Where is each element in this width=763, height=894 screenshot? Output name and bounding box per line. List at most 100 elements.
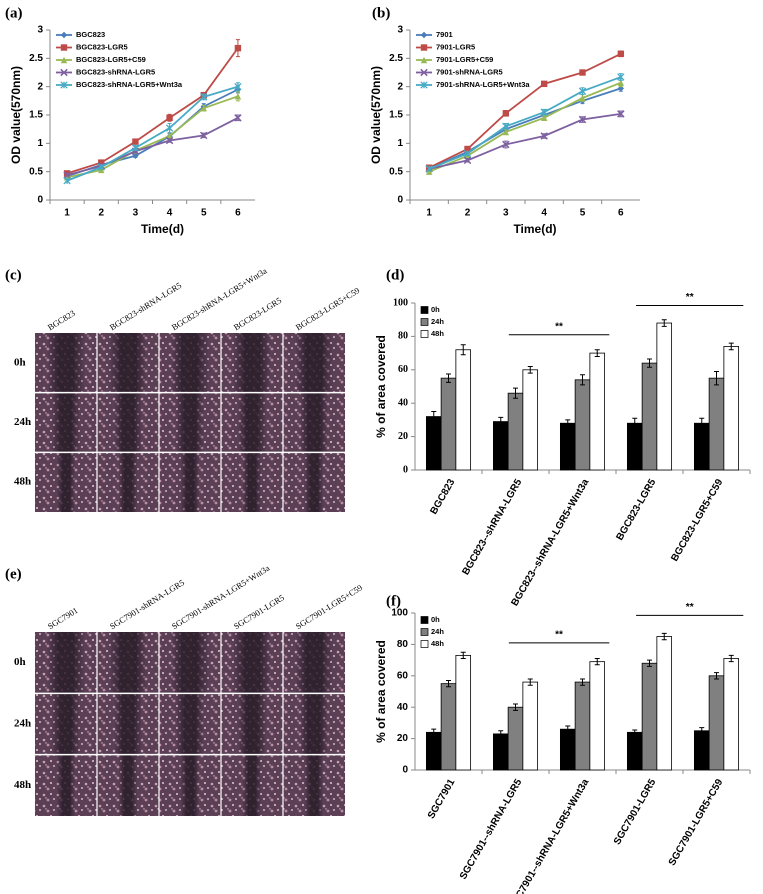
- bar: [693, 422, 710, 471]
- wound-gap: [304, 754, 324, 816]
- y-tick-label: 0: [403, 464, 408, 475]
- x-tick-label: 5: [580, 208, 586, 219]
- marker: [502, 140, 510, 149]
- series-line: [66, 85, 239, 182]
- marker: [200, 131, 208, 140]
- y-tick-label: 0: [402, 765, 408, 776]
- legend-label: 7901-shRNA-LGR5+Wnt3a: [436, 80, 530, 89]
- bar: [708, 377, 725, 471]
- marker: [464, 145, 471, 153]
- bar: [574, 681, 591, 771]
- bar: [425, 416, 442, 471]
- wound-gap: [242, 452, 262, 512]
- y-tick-label: 100: [393, 297, 408, 308]
- wound-gap: [242, 754, 262, 816]
- error-bar: [580, 678, 585, 686]
- y-tick-label: 1: [397, 138, 403, 149]
- error-bar: [728, 654, 734, 663]
- row-label: 48h: [14, 779, 31, 791]
- legend-label: BGC823-shRNA-LGR5+Wnt3a: [76, 80, 183, 89]
- legend-label: BGC823-LGR5+C59: [76, 55, 146, 64]
- x-tick-label: 6: [235, 208, 241, 219]
- bar: [425, 731, 442, 771]
- row-label: 24h: [14, 718, 31, 730]
- marker: [540, 114, 548, 122]
- y-tick-label: 20: [398, 431, 408, 442]
- y-tick-label: 0: [37, 195, 43, 206]
- error-bar: [498, 416, 504, 427]
- series-line: [66, 95, 239, 179]
- legend-swatch: [420, 330, 429, 338]
- x-tick-label: BGC823-LGR5: [614, 477, 658, 543]
- wound-gap: [118, 754, 138, 816]
- marker: [540, 132, 548, 140]
- series: [60, 31, 242, 180]
- wound-gap: [176, 392, 204, 453]
- y-axis-label: OD value(570nm): [369, 66, 383, 164]
- marker: [463, 149, 472, 158]
- series-line: [66, 47, 239, 175]
- error-bar: [527, 365, 533, 374]
- x-tick-label: 2: [98, 208, 104, 219]
- bar: [641, 362, 658, 471]
- error-bar: [699, 417, 705, 429]
- wound-gap: [295, 333, 333, 393]
- error-bar: [647, 358, 652, 368]
- marker: [165, 124, 174, 132]
- row-label: 0h: [14, 656, 26, 668]
- series-line: [428, 76, 622, 170]
- bar: [693, 730, 710, 771]
- x-tick-label: SGC7901--shRNA-LGR5+Wnt3a: [507, 777, 592, 894]
- x-axis-label: Time(d): [141, 222, 184, 236]
- marker: [540, 108, 548, 116]
- x-tick-label: 6: [618, 208, 624, 219]
- x-tick-label: 2: [465, 208, 471, 219]
- y-tick-label: 60: [397, 670, 409, 681]
- marker: [578, 115, 587, 124]
- bar: [455, 654, 472, 771]
- bar: [574, 379, 591, 471]
- row-label: 48h: [14, 476, 31, 488]
- legend-swatch: [420, 306, 429, 314]
- marker: [617, 79, 625, 86]
- marker: [200, 93, 208, 101]
- bar: [626, 422, 643, 471]
- series: [420, 31, 625, 173]
- marker: [617, 50, 625, 57]
- wound-gap: [56, 452, 76, 512]
- marker: [234, 114, 242, 122]
- y-tick-label: 1.5: [389, 110, 403, 121]
- error-bar: [513, 703, 518, 711]
- bar: [455, 349, 472, 471]
- y-tick-label: 100: [391, 608, 408, 619]
- significance-label: **: [555, 321, 563, 332]
- error-bar: [460, 344, 466, 356]
- legend-swatch: [420, 318, 429, 326]
- wound-gap: [300, 693, 328, 755]
- error-bar: [594, 658, 600, 666]
- marker: [617, 85, 625, 92]
- series: [60, 81, 242, 185]
- x-tick-label: 3: [133, 208, 139, 219]
- wound-gap: [171, 632, 209, 694]
- marker: [579, 69, 586, 76]
- bar: [522, 369, 539, 471]
- error-bar: [565, 419, 571, 428]
- y-tick-label: 0: [397, 195, 403, 206]
- wound-gap: [180, 754, 200, 816]
- y-tick-label: 1: [37, 138, 43, 149]
- significance-label: **: [555, 629, 563, 640]
- error-bar: [594, 349, 600, 357]
- marker: [463, 156, 472, 165]
- bar: [559, 728, 576, 771]
- y-tick-label: 3: [37, 25, 43, 36]
- x-tick-label: SGC7901-LGR5+C59: [667, 777, 726, 868]
- panel-label: (e): [5, 566, 22, 582]
- error-bar: [714, 370, 719, 386]
- x-tick-label: 4: [167, 208, 173, 219]
- wound-gap: [238, 693, 266, 755]
- marker: [579, 94, 586, 102]
- marker: [502, 122, 510, 130]
- x-tick-label: BGC823-LGR5+C59: [669, 477, 725, 563]
